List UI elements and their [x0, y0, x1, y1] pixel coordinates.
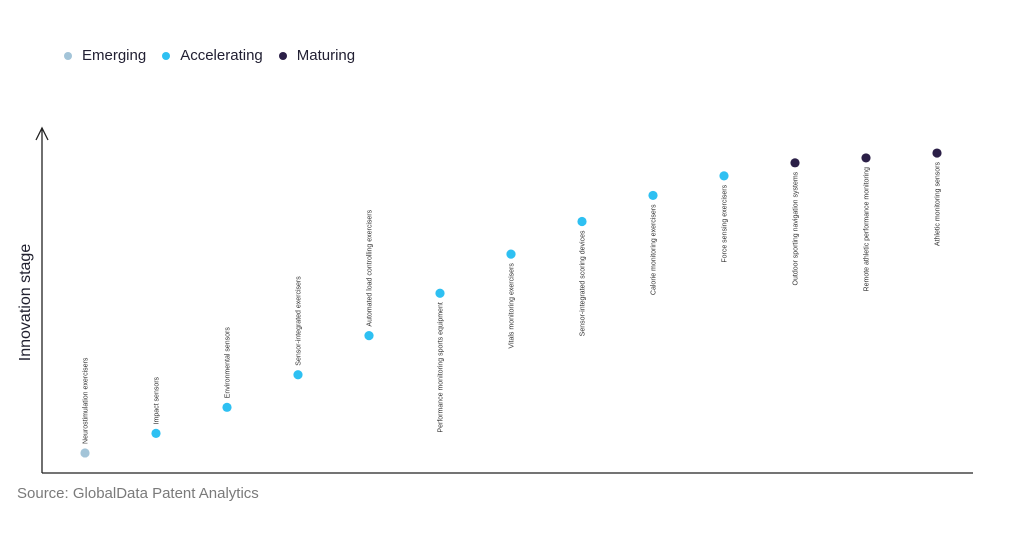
data-label: Athletic monitoring sensors — [935, 162, 942, 247]
data-point — [364, 331, 374, 341]
legend-item-emerging: Emerging — [64, 47, 146, 64]
data-label: Calorie monitoring exercisers — [651, 204, 658, 295]
legend-marker — [278, 51, 287, 60]
legend-marker — [64, 51, 72, 60]
legend-item-accelerating: Accelerating — [162, 47, 263, 64]
legend-marker — [162, 51, 171, 60]
data-label: Performance monitoring sports equipment — [438, 302, 445, 432]
data-label: Outdoor sporting navigation systems — [793, 171, 800, 285]
data-label: Neurostimulation exercisers — [83, 357, 90, 444]
data-label: Automated load controlling exercisers — [367, 209, 374, 326]
data-label: Impact sensors — [154, 376, 161, 424]
data-label: Sensor-integrated exercisers — [296, 276, 303, 366]
data-point — [151, 428, 161, 438]
data-point — [648, 190, 658, 201]
data-label: Vitals monitoring exercisers — [509, 263, 516, 349]
data-label: Sensor-integrated scoring devices — [580, 230, 587, 336]
data-label: Remote athletic performance monitoring — [864, 167, 871, 292]
y-axis-arrow — [35, 126, 49, 141]
legend-label: Maturing — [296, 47, 356, 64]
data-label: Environmental sensors — [225, 327, 232, 399]
data-point — [222, 402, 232, 412]
data-point — [506, 249, 516, 259]
legend-item-maturing: Maturing — [278, 47, 356, 64]
data-point — [790, 158, 800, 168]
data-point — [435, 288, 445, 298]
legend: Emerging Accelerating Maturing — [64, 47, 371, 64]
data-label: Force sensing exercisers — [722, 184, 729, 262]
legend-label: Emerging — [82, 47, 147, 64]
data-point — [577, 216, 587, 227]
source-note: Source: GlobalData Patent Analytics — [17, 485, 259, 502]
data-point — [719, 171, 729, 181]
data-point — [293, 370, 303, 380]
legend-label: Accelerating — [180, 47, 263, 64]
data-point — [932, 148, 942, 158]
y-axis-label: Innovation stage — [17, 244, 34, 362]
data-point — [861, 153, 871, 163]
data-point — [80, 448, 90, 458]
